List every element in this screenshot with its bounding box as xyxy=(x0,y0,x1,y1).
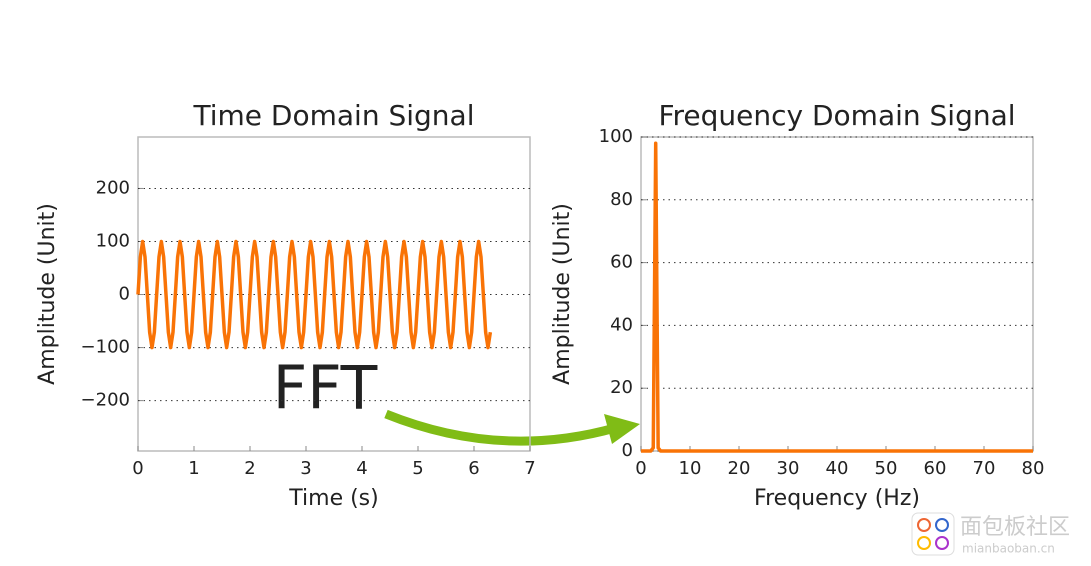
series-line xyxy=(136,239,493,350)
x-tick-label: 4 xyxy=(356,458,367,479)
watermark-dot xyxy=(935,518,949,532)
watermark-dot xyxy=(935,536,949,550)
y-tick-label: 60 xyxy=(610,252,633,273)
watermark-dot xyxy=(917,518,931,532)
y-axis-label: Amplitude (Unit) xyxy=(550,203,575,385)
watermark-icon xyxy=(911,512,955,556)
x-axis-label: Frequency (Hz) xyxy=(754,486,920,511)
y-tick-label: 0 xyxy=(119,284,130,305)
y-tick-label: 80 xyxy=(610,189,633,210)
x-tick-label: 10 xyxy=(679,458,702,479)
y-tick-label: 40 xyxy=(610,314,633,335)
chart-title: Frequency Domain Signal xyxy=(658,99,1015,132)
x-tick-label: 1 xyxy=(188,458,199,479)
y-tick-label: −200 xyxy=(81,390,130,411)
watermark-url: mianbaoban.cn xyxy=(962,542,1055,556)
y-tick-label: 0 xyxy=(622,440,633,461)
chart-title: Time Domain Signal xyxy=(193,99,475,132)
x-tick-label: 3 xyxy=(300,458,311,479)
y-tick-label: −100 xyxy=(81,337,130,358)
x-tick-label: 7 xyxy=(524,458,535,479)
y-tick-label: 20 xyxy=(610,377,633,398)
y-axis-label: Amplitude (Unit) xyxy=(35,203,60,385)
plot-frame xyxy=(640,136,1034,452)
y-tick-label: 100 xyxy=(96,230,130,251)
fft-arrow xyxy=(384,409,617,446)
x-tick-label: 0 xyxy=(132,458,143,479)
y-tick-label: 100 xyxy=(599,126,633,147)
x-axis-label: Time (s) xyxy=(288,486,378,511)
series-line xyxy=(641,141,1033,453)
fft-arrow-head xyxy=(604,414,640,444)
fft-label: FFT xyxy=(273,354,378,424)
x-tick-label: 50 xyxy=(875,458,898,479)
watermark-name: 面包板社区 xyxy=(960,515,1070,540)
x-tick-label: 40 xyxy=(826,458,849,479)
watermark: 面包板社区 mianbaoban.cn xyxy=(911,512,1070,556)
x-tick-label: 30 xyxy=(777,458,800,479)
x-tick-label: 5 xyxy=(412,458,423,479)
x-tick-label: 60 xyxy=(924,458,947,479)
x-tick-label: 0 xyxy=(635,458,646,479)
y-tick-label: 200 xyxy=(96,177,130,198)
watermark-dot xyxy=(917,536,931,550)
x-tick-label: 80 xyxy=(1022,458,1045,479)
x-tick-label: 70 xyxy=(973,458,996,479)
x-tick-label: 2 xyxy=(244,458,255,479)
x-tick-label: 20 xyxy=(728,458,751,479)
x-tick-label: 6 xyxy=(468,458,479,479)
